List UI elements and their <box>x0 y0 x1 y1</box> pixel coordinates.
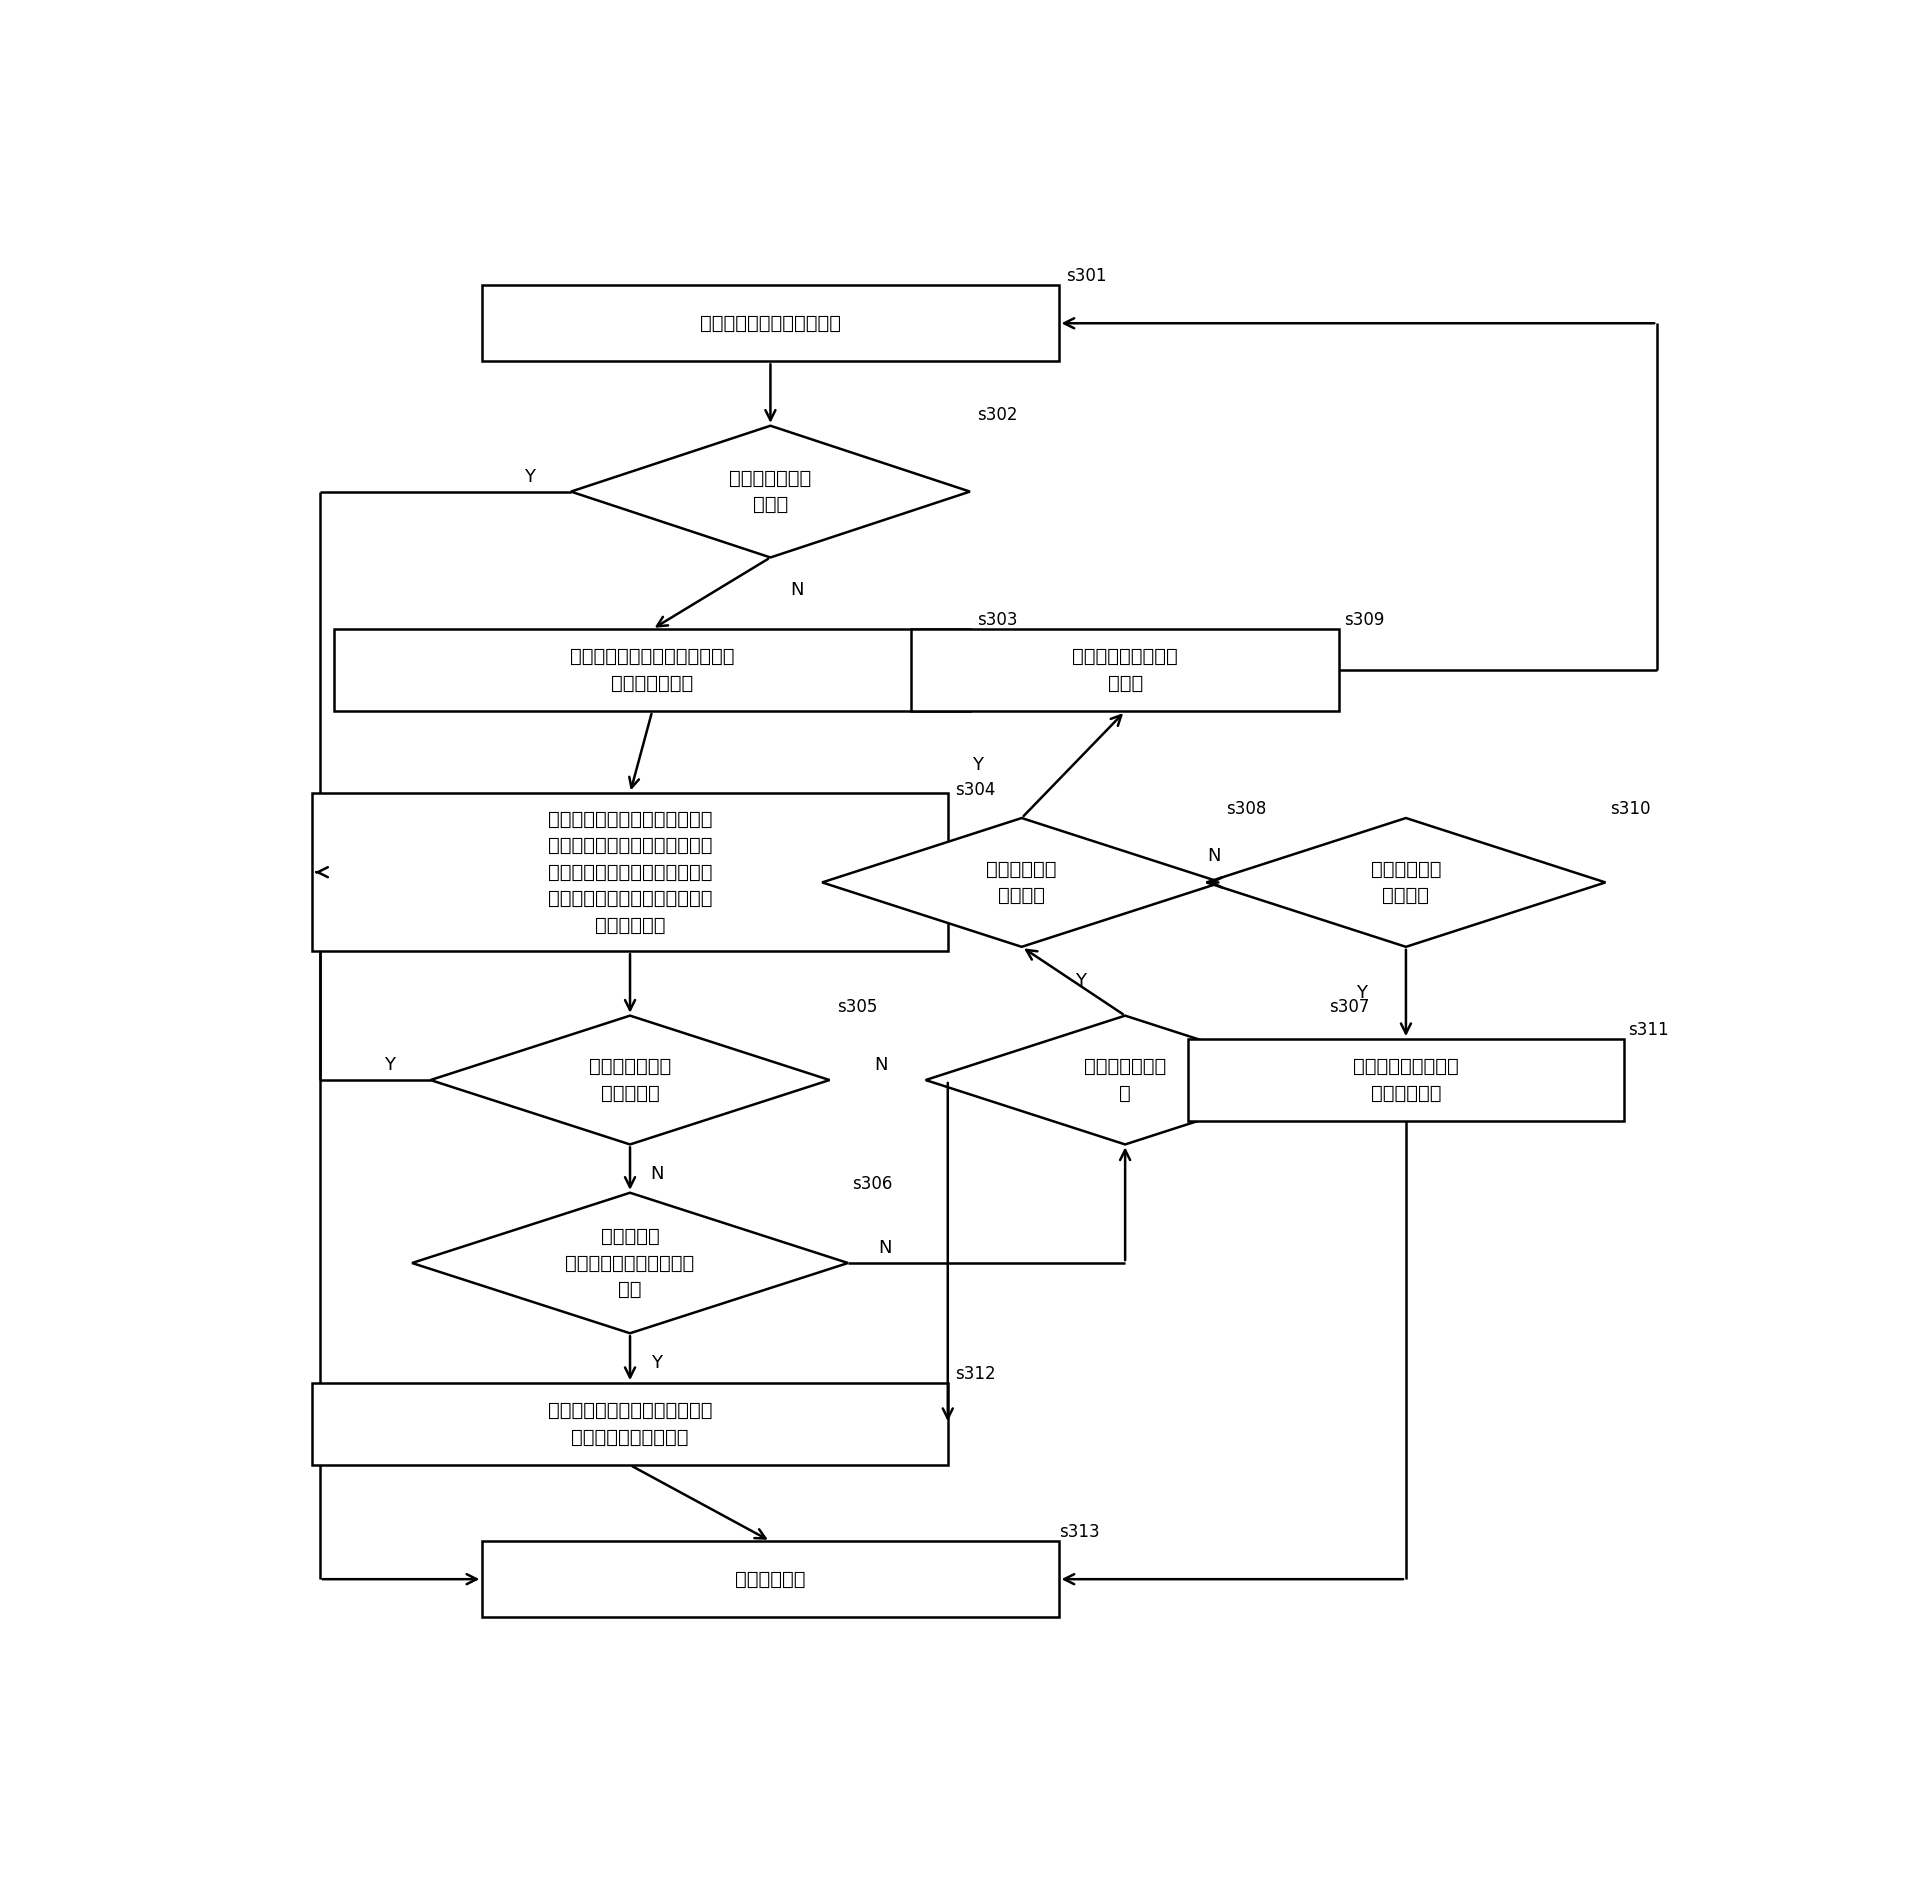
Text: N: N <box>789 580 803 599</box>
Text: Y: Y <box>524 468 536 487</box>
Text: s301: s301 <box>1066 268 1106 285</box>
Polygon shape <box>1207 817 1606 947</box>
Text: s308: s308 <box>1226 800 1266 817</box>
Polygon shape <box>412 1192 849 1333</box>
Polygon shape <box>822 817 1220 947</box>
Text: Y: Y <box>973 755 982 774</box>
Text: 是否全部测试完
毕: 是否全部测试完 毕 <box>1083 1057 1167 1103</box>
Bar <box>313 793 948 950</box>
Text: Y: Y <box>1076 971 1087 990</box>
Text: 故障点是否
在与测试方向相反方向的
区域: 故障点是否 在与测试方向相反方向的 区域 <box>564 1226 694 1298</box>
Text: 故障点在待测线路的
负荷侧的末端: 故障点在待测线路的 负荷侧的末端 <box>1354 1057 1459 1103</box>
Text: 故障点是否在当
前测试区域: 故障点是否在当 前测试区域 <box>589 1057 671 1103</box>
Text: s307: s307 <box>1329 998 1369 1015</box>
Text: s303: s303 <box>976 612 1018 629</box>
Polygon shape <box>925 1015 1325 1144</box>
Text: 选择其他线路作为待
测线路: 选择其他线路作为待 测线路 <box>1072 648 1179 694</box>
Text: s302: s302 <box>976 407 1018 424</box>
Text: s304: s304 <box>955 781 995 798</box>
Text: Y: Y <box>383 1057 395 1074</box>
Text: N: N <box>650 1165 664 1182</box>
Bar <box>482 1542 1058 1618</box>
Bar <box>334 629 971 711</box>
Polygon shape <box>431 1015 830 1144</box>
Bar <box>912 629 1339 711</box>
Text: 选择另一测试区域，另一测试区
域为沿着测试方向选取的，与最
近一次测试的测试区域相邻的测
试区域，并将另一测试区域作为
当前测试区域: 选择另一测试区域，另一测试区 域为沿着测试方向选取的，与最 近一次测试的测试区域… <box>547 810 713 935</box>
Text: 结束测试流程: 结束测试流程 <box>736 1570 805 1589</box>
Text: s311: s311 <box>1627 1021 1669 1040</box>
Text: 选取待测线路上一测试区域: 选取待测线路上一测试区域 <box>700 314 841 333</box>
Text: 故障点是否在测
试区域: 故障点是否在测 试区域 <box>728 470 812 515</box>
Text: s310: s310 <box>1610 800 1650 817</box>
Text: s312: s312 <box>955 1365 995 1384</box>
Bar <box>313 1384 948 1466</box>
Text: N: N <box>875 1057 889 1074</box>
Polygon shape <box>570 426 971 557</box>
Text: Y: Y <box>650 1354 662 1371</box>
Text: 以确定得到的故障点所在区域方
向作为测试方向: 以确定得到的故障点所在区域方 向作为测试方向 <box>570 648 734 694</box>
Text: Y: Y <box>1356 985 1367 1002</box>
Text: 故障点在当前测试区域与最近一
次测试的测试区域之间: 故障点在当前测试区域与最近一 次测试的测试区域之间 <box>547 1401 713 1447</box>
Bar <box>1188 1040 1625 1122</box>
Text: s313: s313 <box>1058 1523 1098 1542</box>
Text: s309: s309 <box>1344 612 1384 629</box>
Text: N: N <box>1207 848 1220 865</box>
Text: s306: s306 <box>852 1175 892 1192</box>
Bar <box>482 285 1058 361</box>
Text: 所有电流值全
部为负值: 所有电流值全 部为负值 <box>1371 859 1442 905</box>
Text: s305: s305 <box>837 998 877 1015</box>
Text: N: N <box>879 1239 892 1257</box>
Text: 所有电流值全
部为正值: 所有电流值全 部为正值 <box>986 859 1056 905</box>
